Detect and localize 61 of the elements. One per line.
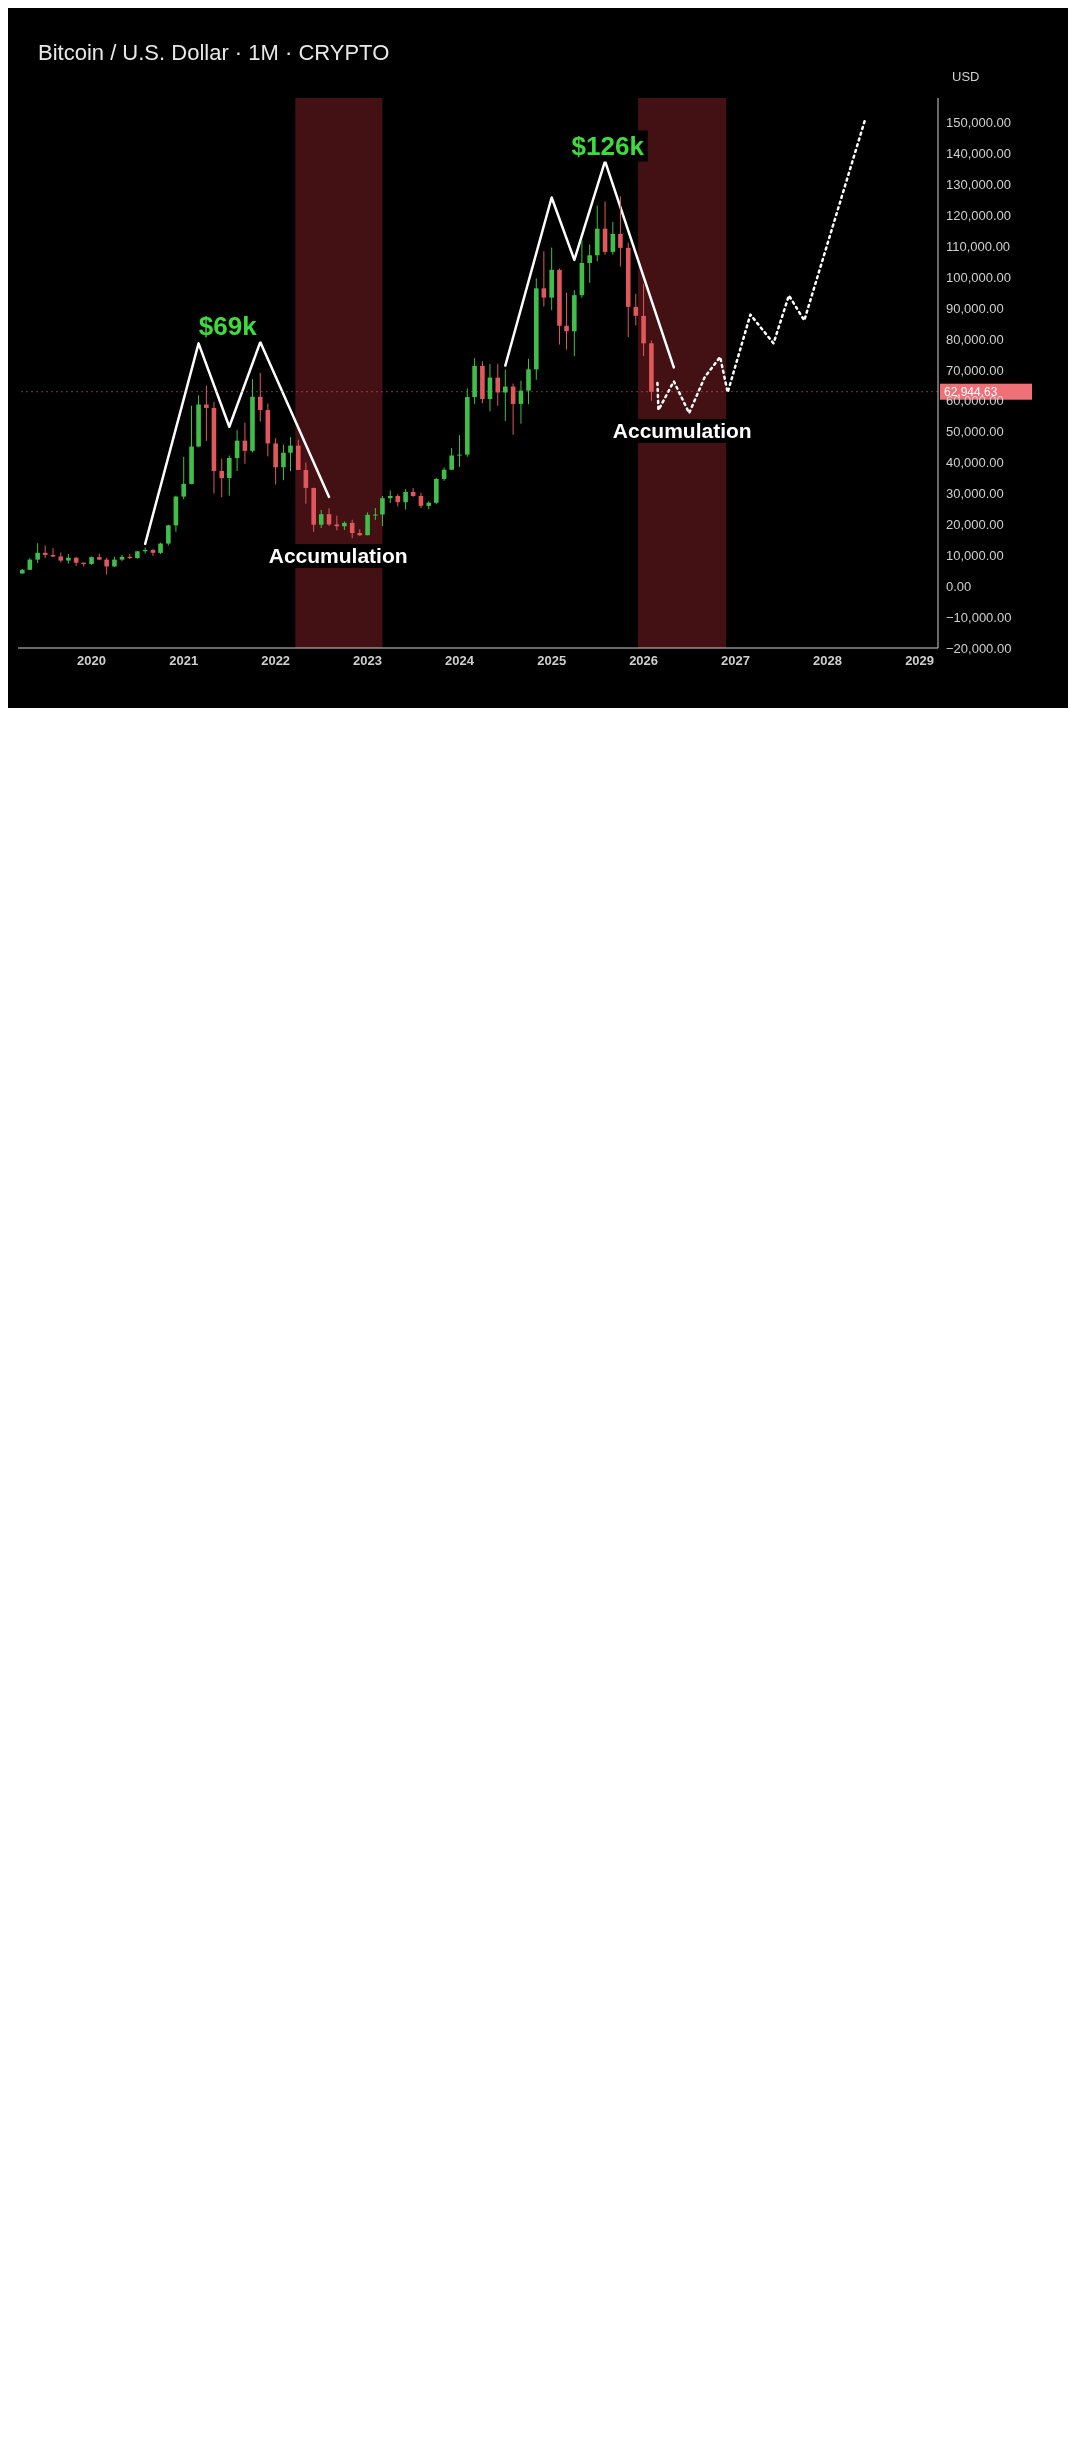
y-tick-label: −20,000.00 [946, 640, 1012, 656]
x-tick-label: 2024 [445, 653, 475, 669]
y-tick-label: 90,000.00 [946, 300, 1004, 316]
candlestick [181, 456, 187, 500]
candlestick [495, 363, 501, 407]
y-tick-label: 50,000.00 [946, 424, 1004, 440]
y-tick-label: 30,000.00 [946, 486, 1004, 502]
annotation: $69k [194, 310, 261, 342]
y-tick-label: 10,000.00 [946, 547, 1004, 563]
candlestick [318, 509, 324, 529]
candlestick [403, 488, 408, 511]
x-tick-label: 2023 [353, 653, 383, 669]
y-tick-label: 20,000.00 [946, 517, 1004, 533]
candlestick [35, 542, 40, 564]
line-series [143, 340, 331, 546]
candlestick [434, 477, 439, 505]
annotation: Accumulation [264, 544, 412, 569]
y-tick-label: 130,000.00 [946, 177, 1012, 193]
x-tick-label: 2025 [537, 653, 567, 669]
annotation: Accumulation [608, 418, 756, 443]
candlestick [219, 458, 225, 498]
y-tick-label: 120,000.00 [946, 208, 1012, 224]
x-tick-label: 2020 [77, 653, 106, 669]
candlestick [227, 455, 232, 497]
y-tick-label: 110,000.00 [946, 238, 1011, 254]
candlestick [380, 495, 385, 527]
y-tick-label: 40,000.00 [946, 455, 1004, 471]
candlestick [119, 554, 125, 562]
y-tick-label: 150,000.00 [946, 115, 1012, 131]
y-tick-label: 100,000.00 [946, 269, 1012, 285]
candlestick [281, 444, 286, 481]
candlestick [204, 385, 209, 442]
candlestick [526, 358, 531, 405]
y-tick-label: 140,000.00 [946, 146, 1012, 162]
candlestick [273, 437, 278, 486]
y-tick-label: −10,000.00 [946, 609, 1012, 625]
candlestick [50, 547, 56, 558]
candlestick [587, 243, 592, 284]
candlestick [150, 548, 156, 557]
annotation: $126k [567, 130, 648, 162]
candlestick [618, 195, 623, 267]
x-tick-label: 2027 [721, 653, 750, 669]
line-series [504, 159, 676, 369]
candlestick [633, 293, 639, 326]
candlestick [257, 372, 263, 423]
candlestick [457, 434, 462, 468]
y-tick-label: 80,000.00 [946, 331, 1004, 347]
candlestick [288, 436, 293, 472]
y-axis-title: USD [952, 69, 980, 85]
x-tick-label: 2022 [261, 653, 291, 669]
candlestick [373, 507, 378, 521]
x-tick-label: 2028 [812, 653, 842, 669]
candlestick [503, 369, 508, 422]
x-tick-label: 2026 [629, 653, 659, 669]
candlestick [564, 292, 569, 351]
y-tick-label: 70,000.00 [946, 362, 1004, 378]
x-tick-label: 2029 [905, 653, 935, 669]
y-tick-label: 0.00 [946, 578, 972, 594]
candlestick [541, 250, 547, 308]
chart-title: Bitcoin / U.S. Dollar · 1M · CRYPTO [38, 40, 390, 66]
x-tick-label: 2021 [169, 653, 199, 669]
